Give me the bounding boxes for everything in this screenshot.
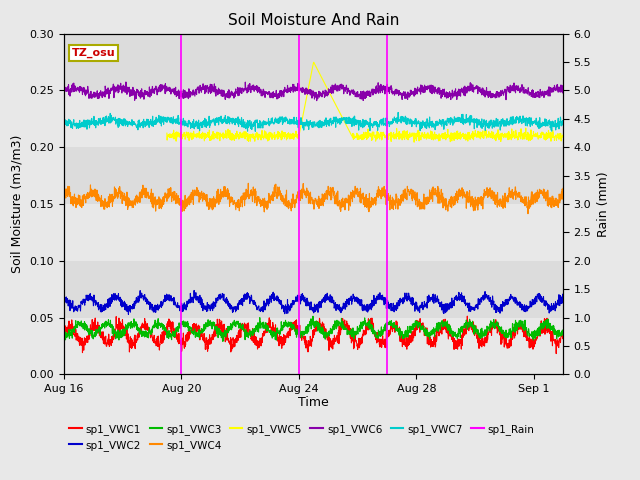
Bar [64, 204, 563, 261]
Y-axis label: Soil Moisture (m3/m3): Soil Moisture (m3/m3) [11, 135, 24, 273]
Y-axis label: Rain (mm): Rain (mm) [597, 171, 610, 237]
Title: Soil Moisture And Rain: Soil Moisture And Rain [228, 13, 399, 28]
X-axis label: Time: Time [298, 396, 329, 408]
Legend: sp1_VWC1, sp1_VWC2, sp1_VWC3, sp1_VWC4, sp1_VWC5, sp1_VWC6, sp1_VWC7, sp1_Rain: sp1_VWC1, sp1_VWC2, sp1_VWC3, sp1_VWC4, … [69, 424, 534, 451]
Text: TZ_osu: TZ_osu [72, 48, 115, 58]
Bar [64, 90, 563, 147]
Bar [64, 318, 563, 374]
